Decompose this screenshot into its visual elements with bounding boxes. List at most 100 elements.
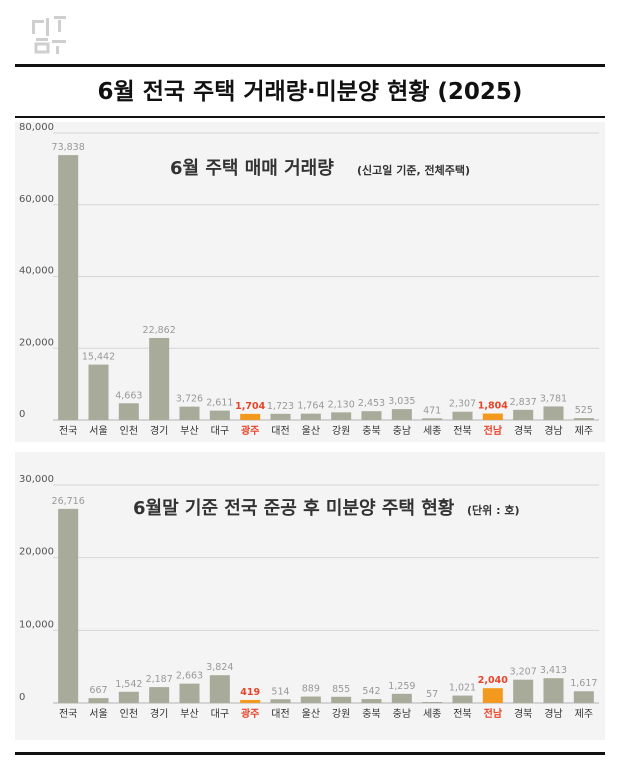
category-label: 대구	[211, 708, 229, 720]
bar	[240, 699, 261, 703]
bar	[331, 412, 352, 420]
category-label: 광주	[241, 425, 259, 437]
category-label: 서울	[89, 708, 107, 720]
bar	[452, 411, 473, 420]
value-label: 1,259	[388, 681, 415, 692]
category-label: 인천	[120, 708, 138, 720]
category-label: 경기	[150, 707, 168, 720]
category-label: 경기	[150, 424, 168, 437]
value-label: 889	[302, 684, 320, 695]
value-label: 2,187	[146, 674, 173, 685]
category-label: 경남	[544, 424, 562, 437]
value-label: 3,726	[176, 394, 203, 405]
value-label: 1,021	[449, 683, 476, 694]
bar	[513, 679, 534, 703]
value-label: 1,804	[478, 401, 508, 412]
value-label: 3,035	[388, 396, 415, 407]
bar	[270, 699, 291, 703]
value-label: 1,764	[297, 401, 324, 412]
value-label: 419	[240, 687, 260, 698]
value-label: 26,716	[52, 496, 85, 507]
y-tick-label: 0	[19, 409, 25, 420]
y-tick-label: 60,000	[19, 194, 54, 205]
category-label: 충남	[393, 708, 411, 720]
category-label: 강원	[332, 708, 350, 720]
bar	[58, 508, 79, 703]
category-label: 제주	[575, 425, 593, 437]
chart-title: 6월말 기준 전국 준공 후 미분양 주택 현황	[133, 498, 455, 519]
bar	[300, 413, 321, 420]
value-label: 2,307	[449, 399, 476, 410]
category-label: 대전	[271, 425, 289, 437]
transactions-chart: 0 20,000 40,000 60,000 80,000 6월 주택 매매 거래량 (신고…	[19, 122, 599, 437]
category-label: 대구	[211, 425, 229, 437]
category-label: 인천	[120, 425, 138, 437]
y-tick-label: 40,000	[19, 266, 54, 277]
value-label: 2,663	[176, 671, 203, 682]
bar	[179, 683, 200, 703]
bar	[209, 675, 230, 703]
value-label: 15,442	[82, 352, 115, 363]
value-label: 3,207	[510, 667, 537, 678]
category-label: 경북	[514, 424, 532, 437]
bar	[361, 411, 382, 420]
value-label: 1,542	[115, 679, 142, 690]
bar	[452, 695, 473, 703]
category-label: 울산	[302, 708, 320, 720]
value-label: 1,723	[267, 401, 294, 412]
value-label: 57	[426, 689, 438, 700]
value-label: 2,611	[206, 398, 233, 409]
y-tick-label: 80,000	[19, 122, 54, 133]
bottom-rule	[15, 752, 605, 755]
chart-subtitle: (단위 : 호)	[467, 503, 519, 517]
unsold-chart: 0 10,000 20,000 30,000 6월말 기준 전국 준공 후 미분양 주택…	[19, 474, 599, 720]
bar	[149, 687, 170, 703]
category-label: 경남	[544, 707, 562, 720]
bar	[149, 337, 170, 420]
bar	[482, 413, 503, 420]
value-label: 1,617	[570, 678, 597, 689]
value-label: 525	[575, 405, 593, 416]
bar	[391, 693, 412, 703]
bar	[88, 364, 109, 420]
value-label: 2,130	[328, 399, 355, 410]
category-label: 전북	[453, 708, 471, 720]
y-tick-label: 20,000	[19, 547, 54, 558]
category-label: 경북	[514, 707, 532, 720]
category-label: 충북	[362, 425, 380, 437]
bar	[391, 409, 412, 420]
category-label: 부산	[180, 708, 198, 720]
y-tick-label: 0	[19, 692, 25, 703]
value-label: 22,862	[143, 325, 176, 336]
category-label: 전북	[453, 425, 471, 437]
bar	[543, 406, 564, 420]
category-label: 전남	[484, 707, 503, 720]
category-label: 전국	[59, 708, 77, 720]
category-label: 충남	[393, 425, 411, 437]
value-label: 667	[89, 685, 107, 696]
value-label: 855	[332, 684, 350, 695]
logo-mark	[32, 16, 66, 54]
value-label: 73,838	[52, 142, 85, 153]
chart-panel-transactions: 0 20,000 40,000 60,000 80,000 6월 주택 매매 거래량 (신고…	[15, 122, 605, 442]
title-rule	[15, 116, 605, 118]
category-label: 세종	[423, 708, 441, 720]
bar	[58, 155, 79, 420]
bar	[361, 699, 382, 703]
bar	[543, 678, 564, 703]
logo	[26, 10, 76, 60]
bar	[422, 702, 443, 703]
category-label: 제주	[575, 708, 593, 720]
bar	[331, 696, 352, 703]
value-label: 514	[271, 686, 289, 697]
value-label: 471	[423, 405, 441, 416]
category-label: 전남	[484, 424, 503, 437]
y-tick-label: 20,000	[19, 337, 54, 348]
value-label: 542	[362, 686, 380, 697]
bar	[300, 696, 321, 703]
bar	[513, 409, 534, 420]
category-label: 울산	[302, 425, 320, 437]
category-label: 부산	[180, 425, 198, 437]
category-label: 전국	[59, 425, 77, 437]
bar	[422, 418, 443, 420]
